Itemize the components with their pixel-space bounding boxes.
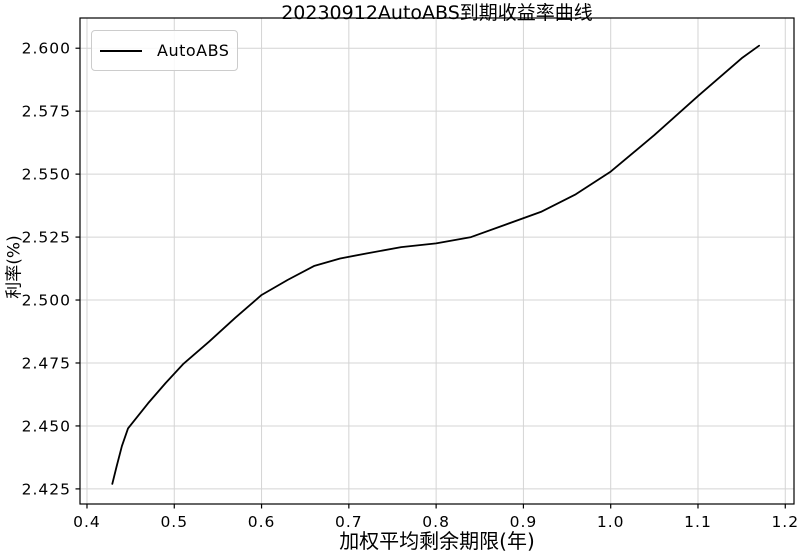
x-tick-label: 0.4 <box>73 513 101 531</box>
axes-spines <box>79 17 795 505</box>
y-tick-label: 2.450 <box>22 417 71 435</box>
x-tick-label: 0.8 <box>422 513 450 531</box>
x-tick-label: 1.0 <box>597 513 625 531</box>
y-tick-label: 2.525 <box>22 229 71 247</box>
x-tick-label: 0.9 <box>510 513 538 531</box>
legend: AutoABS <box>91 30 238 71</box>
series-line-autoabs <box>111 44 760 485</box>
x-tick-label: 0.6 <box>248 513 276 531</box>
x-tick-label: 1.1 <box>684 513 712 531</box>
x-tick-label: 0.7 <box>335 513 363 531</box>
chart-title: 20230912AutoABS到期收益率曲线 <box>281 2 593 24</box>
y-tick-label: 2.550 <box>22 166 71 184</box>
x-tick-label: 0.5 <box>160 513 188 531</box>
y-tick-label: 2.575 <box>22 103 71 121</box>
legend-label: AutoABS <box>157 41 230 60</box>
y-tick-label: 2.475 <box>22 354 71 372</box>
x-axis-label: 加权平均剩余期限(年) <box>339 529 535 553</box>
y-tick-label: 2.600 <box>22 40 71 58</box>
y-tick-label: 2.500 <box>22 292 71 310</box>
x-tick-label: 1.2 <box>771 513 799 531</box>
y-axis-label: 利率(%) <box>4 235 25 299</box>
y-tick-label: 2.425 <box>22 480 71 498</box>
legend-line-swatch <box>100 49 142 52</box>
